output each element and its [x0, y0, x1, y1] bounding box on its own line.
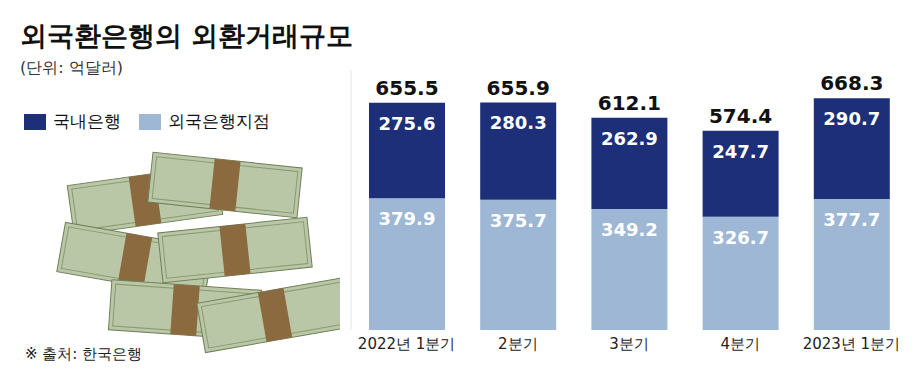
svg-text:247.7: 247.7	[712, 141, 769, 162]
svg-text:3분기: 3분기	[609, 335, 649, 353]
svg-text:655.9: 655.9	[487, 76, 550, 100]
svg-text:290.7: 290.7	[823, 108, 880, 129]
html-text:외국은행지점: 외국은행지점	[168, 111, 270, 131]
svg-text:574.4: 574.4	[709, 104, 772, 128]
svg-text:377.7: 377.7	[823, 209, 880, 230]
svg-text:2023년 1분기: 2023년 1분기	[803, 335, 901, 353]
svg-text:280.3: 280.3	[490, 112, 547, 133]
svg-text:379.9: 379.9	[379, 208, 436, 229]
svg-text:2022년 1분기: 2022년 1분기	[358, 335, 456, 353]
html-text:※ 출처: 한국은행: ※ 출처: 한국은행	[25, 345, 143, 363]
svg-text:326.7: 326.7	[712, 227, 769, 248]
svg-text:4분기: 4분기	[720, 335, 760, 353]
svg-text:612.1: 612.1	[598, 91, 661, 115]
svg-text:275.6: 275.6	[379, 113, 436, 134]
html-text:(단위: 억달러): (단위: 억달러)	[20, 58, 123, 77]
svg-text:349.2: 349.2	[601, 219, 658, 240]
html-text:국내은행: 국내은행	[53, 111, 121, 131]
svg-text:655.5: 655.5	[375, 76, 438, 100]
svg-text:2분기: 2분기	[498, 335, 538, 353]
svg-text:375.7: 375.7	[490, 210, 547, 231]
svg-text:668.3: 668.3	[820, 71, 883, 95]
svg-text:262.9: 262.9	[601, 128, 658, 149]
html-text:외국환은행의 외환거래규모: 외국환은행의 외환거래규모	[20, 20, 354, 51]
